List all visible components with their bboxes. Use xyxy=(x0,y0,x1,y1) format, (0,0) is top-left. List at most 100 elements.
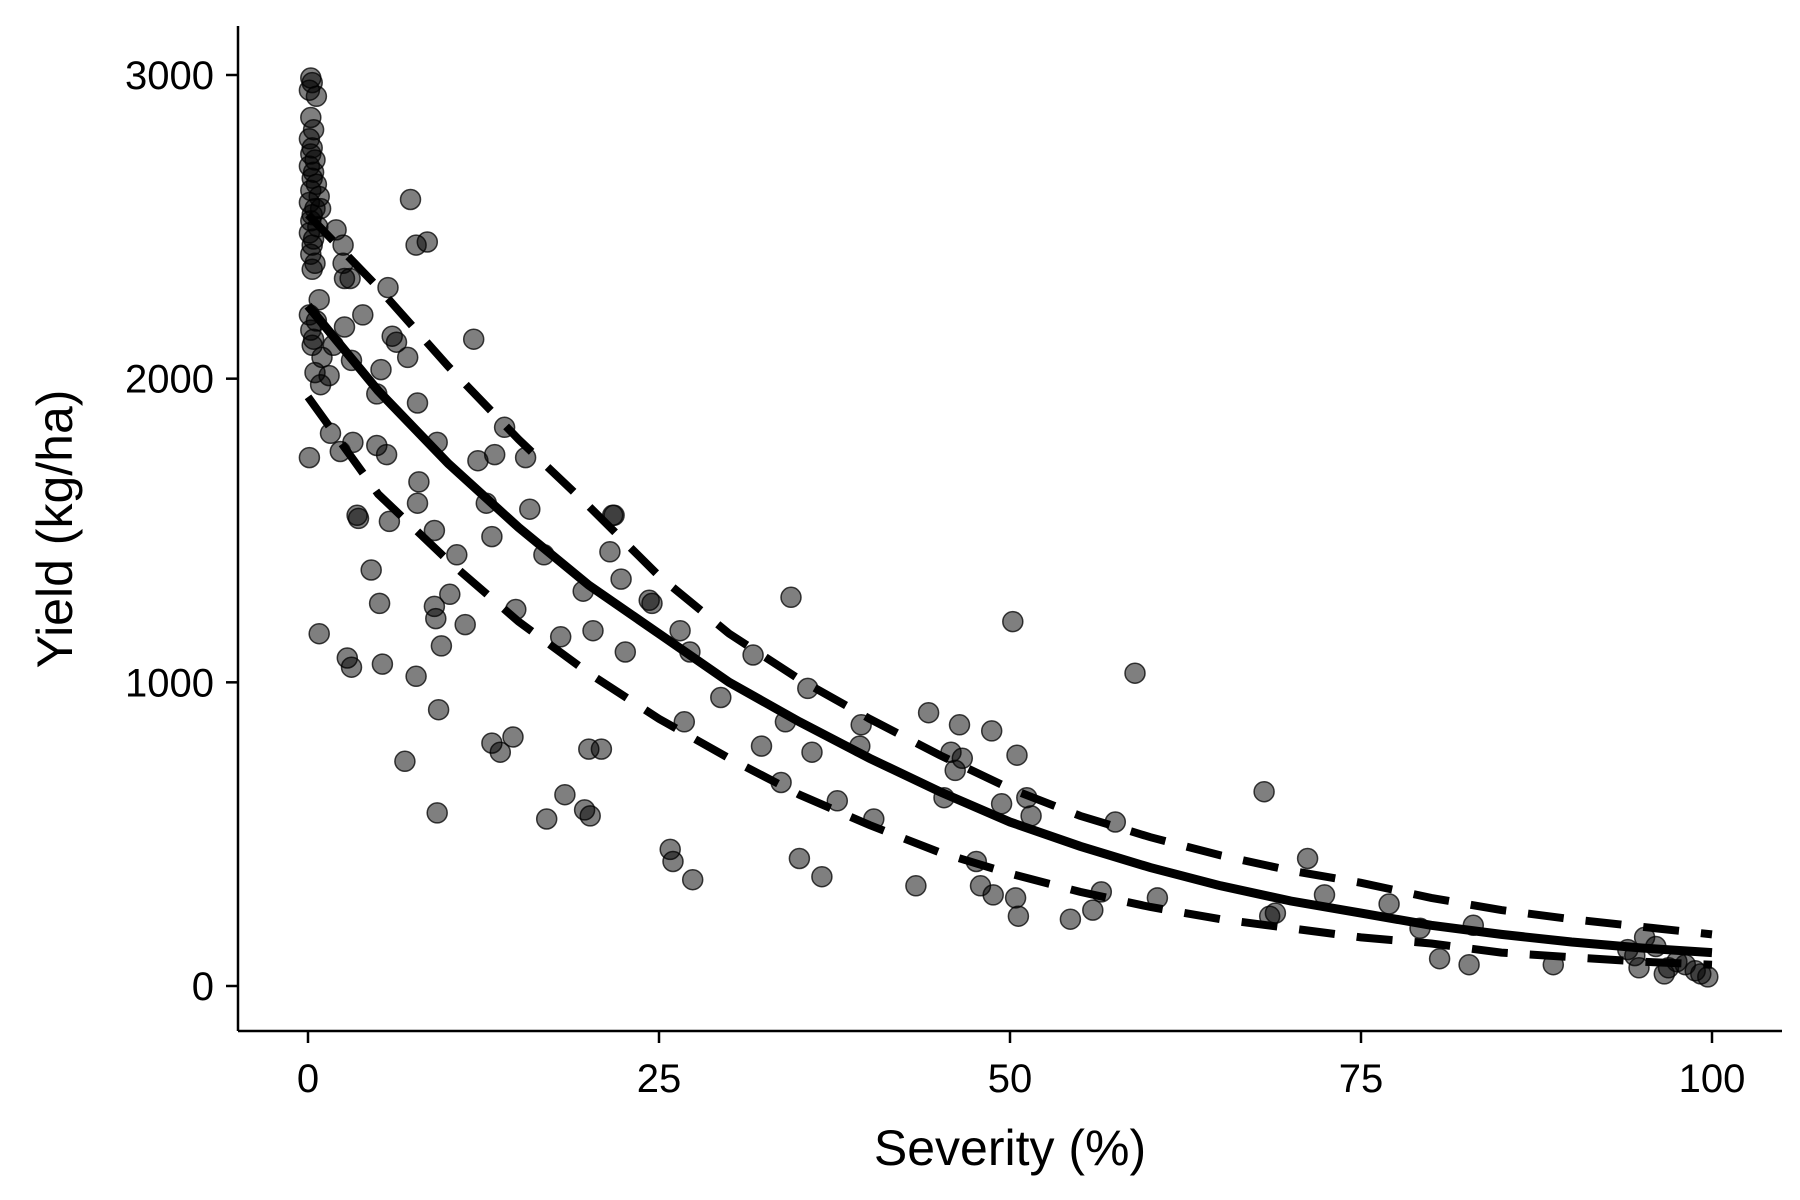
data-point xyxy=(710,686,732,709)
data-point xyxy=(980,720,1003,742)
data-point xyxy=(1264,902,1287,924)
data-point xyxy=(385,331,408,353)
data-point xyxy=(406,492,429,514)
data-point xyxy=(352,304,374,326)
data-point xyxy=(408,471,430,493)
data-point xyxy=(951,747,974,770)
data-point xyxy=(614,641,637,663)
data-point xyxy=(599,541,621,563)
data-point xyxy=(426,802,448,824)
data-point xyxy=(917,701,940,724)
data-point xyxy=(673,711,696,733)
data-point xyxy=(662,850,684,873)
data-point xyxy=(405,665,427,688)
data-point xyxy=(905,875,927,897)
y-tick-label: 1000 xyxy=(125,661,214,705)
data-point xyxy=(378,510,401,533)
data-point xyxy=(1697,966,1719,988)
data-point xyxy=(368,592,391,615)
data-point xyxy=(502,726,524,748)
data-point xyxy=(360,559,382,581)
data-point xyxy=(554,783,576,806)
data-point xyxy=(375,443,398,466)
data-point xyxy=(308,288,330,311)
data-point xyxy=(439,583,461,606)
data-point xyxy=(549,626,572,648)
data-point xyxy=(301,258,323,281)
data-point xyxy=(396,346,419,369)
x-tick-label: 100 xyxy=(1679,1057,1746,1101)
data-point xyxy=(481,525,503,548)
data-point xyxy=(610,568,632,590)
data-point xyxy=(1378,893,1400,915)
x-tick-label: 50 xyxy=(988,1057,1033,1101)
data-point xyxy=(826,790,849,812)
data-point xyxy=(309,373,332,396)
data-point xyxy=(483,443,506,466)
x-tick-label: 0 xyxy=(297,1057,319,1101)
data-point xyxy=(371,653,394,675)
data-point xyxy=(742,644,764,666)
axes xyxy=(236,26,1782,1033)
x-ticks: 0 25 50 75 100 xyxy=(297,1031,1746,1101)
data-point xyxy=(319,422,342,445)
data-point xyxy=(427,698,450,721)
data-point xyxy=(641,592,663,615)
data-point xyxy=(535,808,558,830)
data-point xyxy=(298,446,321,469)
data-point xyxy=(377,276,399,299)
data-point xyxy=(1006,744,1028,766)
data-point xyxy=(340,656,363,678)
data-point xyxy=(519,498,541,520)
data-point xyxy=(430,635,453,657)
data-point xyxy=(454,613,476,636)
data-point xyxy=(406,392,429,414)
data-point xyxy=(462,328,485,350)
y-axis-title: Yield (kg/ha) xyxy=(27,390,83,669)
data-point xyxy=(681,868,704,891)
y-tick-label: 3000 xyxy=(125,54,214,98)
data-point xyxy=(811,865,833,888)
x-tick-label: 75 xyxy=(1339,1057,1384,1101)
data-point xyxy=(1458,953,1480,976)
data-point xyxy=(603,504,625,527)
data-point xyxy=(1296,847,1319,870)
data-point xyxy=(423,519,446,542)
confidence-band-line xyxy=(304,394,1713,969)
data-point xyxy=(1059,908,1082,930)
data-point xyxy=(425,607,447,630)
data-point xyxy=(1628,957,1650,979)
data-point xyxy=(370,358,392,381)
data-point xyxy=(333,316,356,338)
data-point xyxy=(948,714,971,736)
data-point xyxy=(579,805,601,827)
data-point xyxy=(305,85,328,108)
confidence-band-line xyxy=(305,211,1713,939)
data-point xyxy=(308,622,330,645)
data-point xyxy=(590,738,613,760)
data-point xyxy=(489,741,512,763)
y-tick-label: 2000 xyxy=(125,358,214,402)
data-point xyxy=(780,586,802,609)
fitted-curve xyxy=(304,302,1713,958)
data-point xyxy=(332,234,354,256)
data-point xyxy=(750,735,773,757)
data-point xyxy=(347,507,370,530)
data-point xyxy=(1428,947,1451,970)
data-point xyxy=(339,267,361,290)
data-point xyxy=(1007,905,1030,927)
data-point xyxy=(1124,662,1146,684)
data-point xyxy=(788,847,811,870)
data-point xyxy=(416,231,439,253)
data-point xyxy=(1253,780,1275,803)
data-point xyxy=(399,188,422,211)
data-point xyxy=(669,619,691,642)
data-point xyxy=(982,884,1004,906)
data-point xyxy=(801,741,823,763)
data-point xyxy=(582,619,604,642)
x-axis-title: Severity (%) xyxy=(874,1120,1146,1176)
y-tick-label: 0 xyxy=(192,965,214,1009)
data-point xyxy=(394,750,416,773)
data-point xyxy=(446,544,468,566)
